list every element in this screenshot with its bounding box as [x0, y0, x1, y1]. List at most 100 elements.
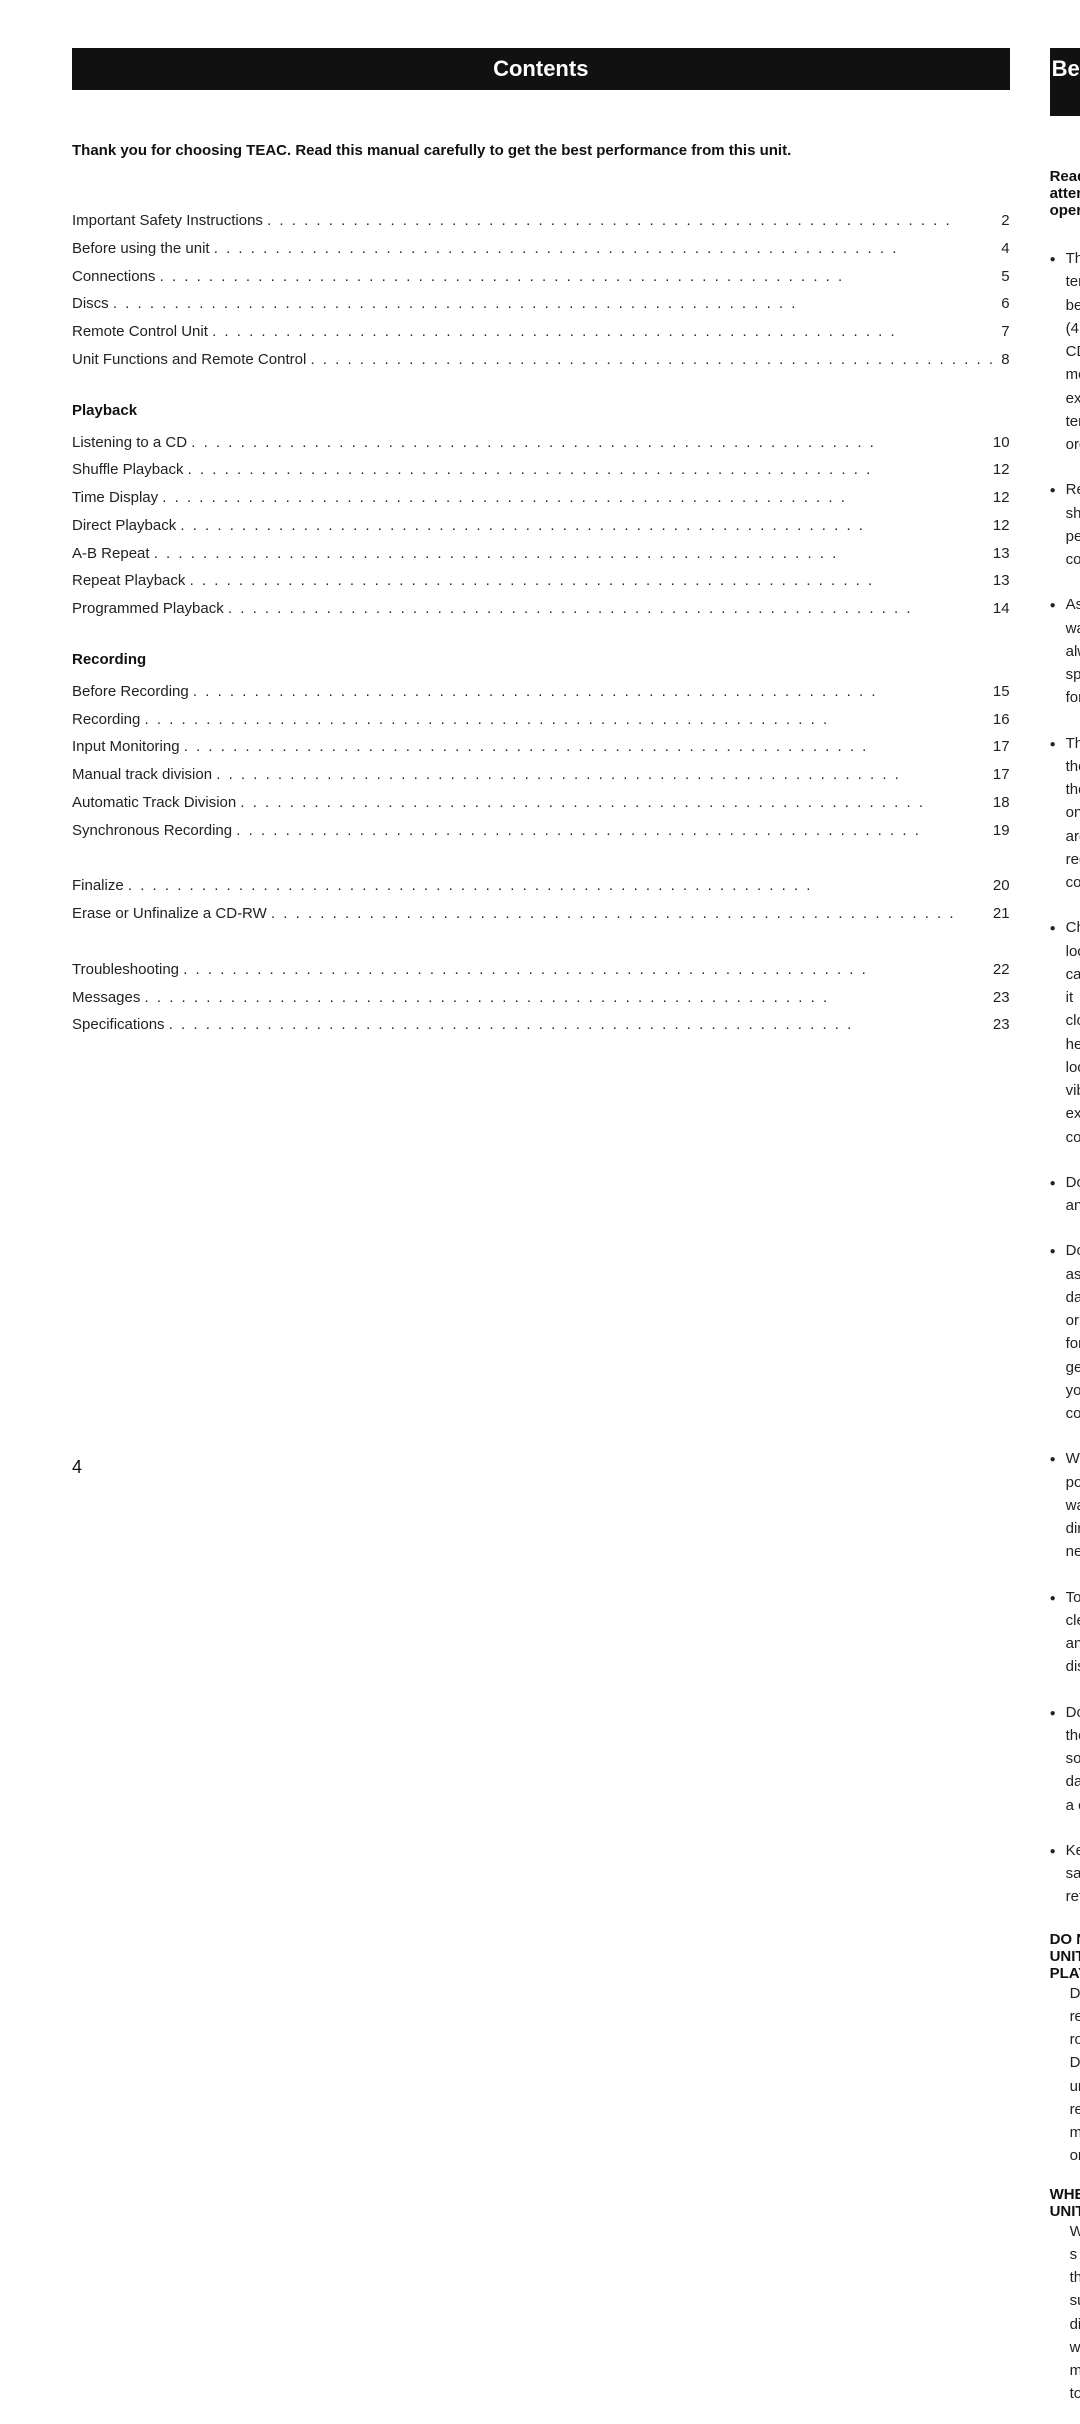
toc-label: A-B Repeat	[72, 540, 154, 568]
precaution-item: The nominal temperature should be betwee…	[1050, 247, 1080, 456]
toc-item: Troubleshooting 22	[72, 956, 1010, 984]
toc-page: 8	[995, 346, 1010, 374]
precaution-text: Choose the installation location of your…	[1066, 916, 1080, 1149]
toc-label: Programmed Playback	[72, 595, 228, 623]
before-using-header: Before using the unit	[1050, 48, 1080, 116]
toc-item: Remote Control Unit 7	[72, 318, 1010, 346]
toc-dots	[154, 540, 987, 568]
toc-item: Erase or Unfinalize a CD-RW 21	[72, 900, 1010, 928]
toc-page: 2	[995, 207, 1010, 235]
toc-label: Manual track division	[72, 761, 216, 789]
toc-label: Important Safety Instructions	[72, 207, 267, 235]
toc-label: Finalize	[72, 872, 128, 900]
toc-dots	[240, 789, 986, 817]
precaution-item: Do not place the unit on an amplifier/re…	[1050, 1171, 1080, 1218]
toc-item: Listening to a CD 10	[72, 429, 1010, 457]
toc-page: 20	[987, 872, 1010, 900]
toc-label: Specifications	[72, 1011, 169, 1039]
toc-dots	[267, 207, 995, 235]
toc-dots	[216, 761, 986, 789]
toc-page: 21	[987, 900, 1010, 928]
left-column: Contents Thank you for choosing TEAC. Re…	[72, 48, 1010, 2424]
toc-dots	[184, 733, 987, 761]
warning-body-1: During playback or recording, the disc r…	[1070, 1982, 1080, 2168]
precaution-text: The voltage supplied to the unit should …	[1066, 732, 1080, 895]
precaution-item: Choose the installation location of your…	[1050, 916, 1080, 1149]
toc-dots	[145, 984, 987, 1012]
toc-dots	[310, 346, 995, 374]
toc-page: 12	[987, 512, 1010, 540]
toc-item: Before Recording 15	[72, 678, 1010, 706]
precaution-text: The nominal temperature should be betwee…	[1066, 247, 1080, 456]
toc-page: 18	[987, 789, 1010, 817]
toc-group-playback: Playback Listening to a CD 10Shuffle Pla…	[72, 402, 1010, 623]
toc-item: Messages 23	[72, 984, 1010, 1012]
precaution-item: When removing the power plug from the wa…	[1050, 1447, 1080, 1563]
toc-dots	[188, 456, 987, 484]
toc-item: Programmed Playback 14	[72, 595, 1010, 623]
toc-heading-recording: Recording	[72, 651, 1010, 668]
toc-page: 7	[995, 318, 1010, 346]
toc-page: 14	[987, 595, 1010, 623]
toc-label: Direct Playback	[72, 512, 180, 540]
toc-dots	[191, 429, 986, 457]
toc-dots	[160, 263, 995, 291]
precaution-item: As the unit may become warm during opera…	[1050, 593, 1080, 709]
toc-page: 19	[987, 817, 1010, 845]
precaution-item: Do not attempt to clean the unit with ch…	[1050, 1701, 1080, 1817]
warning-block-2: WHEN MOVING THIS UNIT When changing the …	[1050, 2186, 1080, 2406]
toc-dots	[214, 235, 995, 263]
toc-label: Unit Functions and Remote Control	[72, 346, 310, 374]
toc-label: Input Monitoring	[72, 733, 184, 761]
toc-label: Connections	[72, 263, 160, 291]
warning-title-1: DO NOT MOVE THE UNIT DURING PLAYBACK/REC…	[1050, 1931, 1080, 1982]
precaution-text: Relative humidity should be 30 to 85 per…	[1066, 478, 1080, 571]
precaution-item: Relative humidity should be 30 to 85 per…	[1050, 478, 1080, 571]
toc-dots	[228, 595, 987, 623]
toc-dots	[212, 318, 995, 346]
toc-item: Recording 16	[72, 706, 1010, 734]
toc-label: Messages	[72, 984, 145, 1012]
toc-page: 12	[987, 456, 1010, 484]
toc-dots	[271, 900, 987, 928]
contents-header: Contents	[72, 48, 1010, 90]
toc-label: Recording	[72, 706, 145, 734]
toc-item: Input Monitoring 17	[72, 733, 1010, 761]
toc-label: Automatic Track Division	[72, 789, 240, 817]
toc-heading-playback: Playback	[72, 402, 1010, 419]
toc-label: Synchronous Recording	[72, 817, 236, 845]
right-column: Before using the unit Read this before a…	[1050, 48, 1080, 2424]
page-columns: Contents Thank you for choosing TEAC. Re…	[72, 48, 1008, 2424]
toc-item: Time Display 12	[72, 484, 1010, 512]
toc-dots	[183, 956, 987, 984]
precautions-list: The nominal temperature should be betwee…	[1050, 247, 1080, 1909]
toc-label: Repeat Playback	[72, 567, 190, 595]
precaution-text: Keep this manual in a safe place for fut…	[1066, 1839, 1080, 1909]
precaution-text: To keep the laser pickup clean, do not t…	[1066, 1586, 1080, 1679]
toc-item: Discs 6	[72, 290, 1010, 318]
toc-label: Time Display	[72, 484, 162, 512]
intro-text: Thank you for choosing TEAC. Read this m…	[72, 142, 1010, 159]
warning-body-2: When changing the unit s location or pac…	[1070, 2220, 1080, 2406]
toc-label: Shuffle Playback	[72, 456, 188, 484]
toc-dots	[169, 1011, 987, 1039]
precaution-text: Do not attempt to clean the unit with ch…	[1066, 1701, 1080, 1817]
toc-page: 10	[987, 429, 1010, 457]
toc-page: 12	[987, 484, 1010, 512]
toc-item: Important Safety Instructions 2	[72, 207, 1010, 235]
toc-page: 23	[987, 984, 1010, 1012]
toc-dots	[113, 290, 995, 318]
toc-item: Connections 5	[72, 263, 1010, 291]
toc-page: 13	[987, 540, 1010, 568]
toc-item: Repeat Playback 13	[72, 567, 1010, 595]
precaution-text: Do not open the cabinet as this might re…	[1066, 1239, 1080, 1425]
toc-item: Before using the unit 4	[72, 235, 1010, 263]
toc-item: Direct Playback 12	[72, 512, 1010, 540]
page-number: 4	[72, 1457, 82, 1478]
warning-block-1: DO NOT MOVE THE UNIT DURING PLAYBACK/REC…	[1050, 1931, 1080, 2168]
toc-page: 22	[987, 956, 1010, 984]
toc-dots	[162, 484, 986, 512]
toc-label: Discs	[72, 290, 113, 318]
precaution-item: To keep the laser pickup clean, do not t…	[1050, 1586, 1080, 1679]
precaution-text: As the unit may become warm during opera…	[1066, 593, 1080, 709]
